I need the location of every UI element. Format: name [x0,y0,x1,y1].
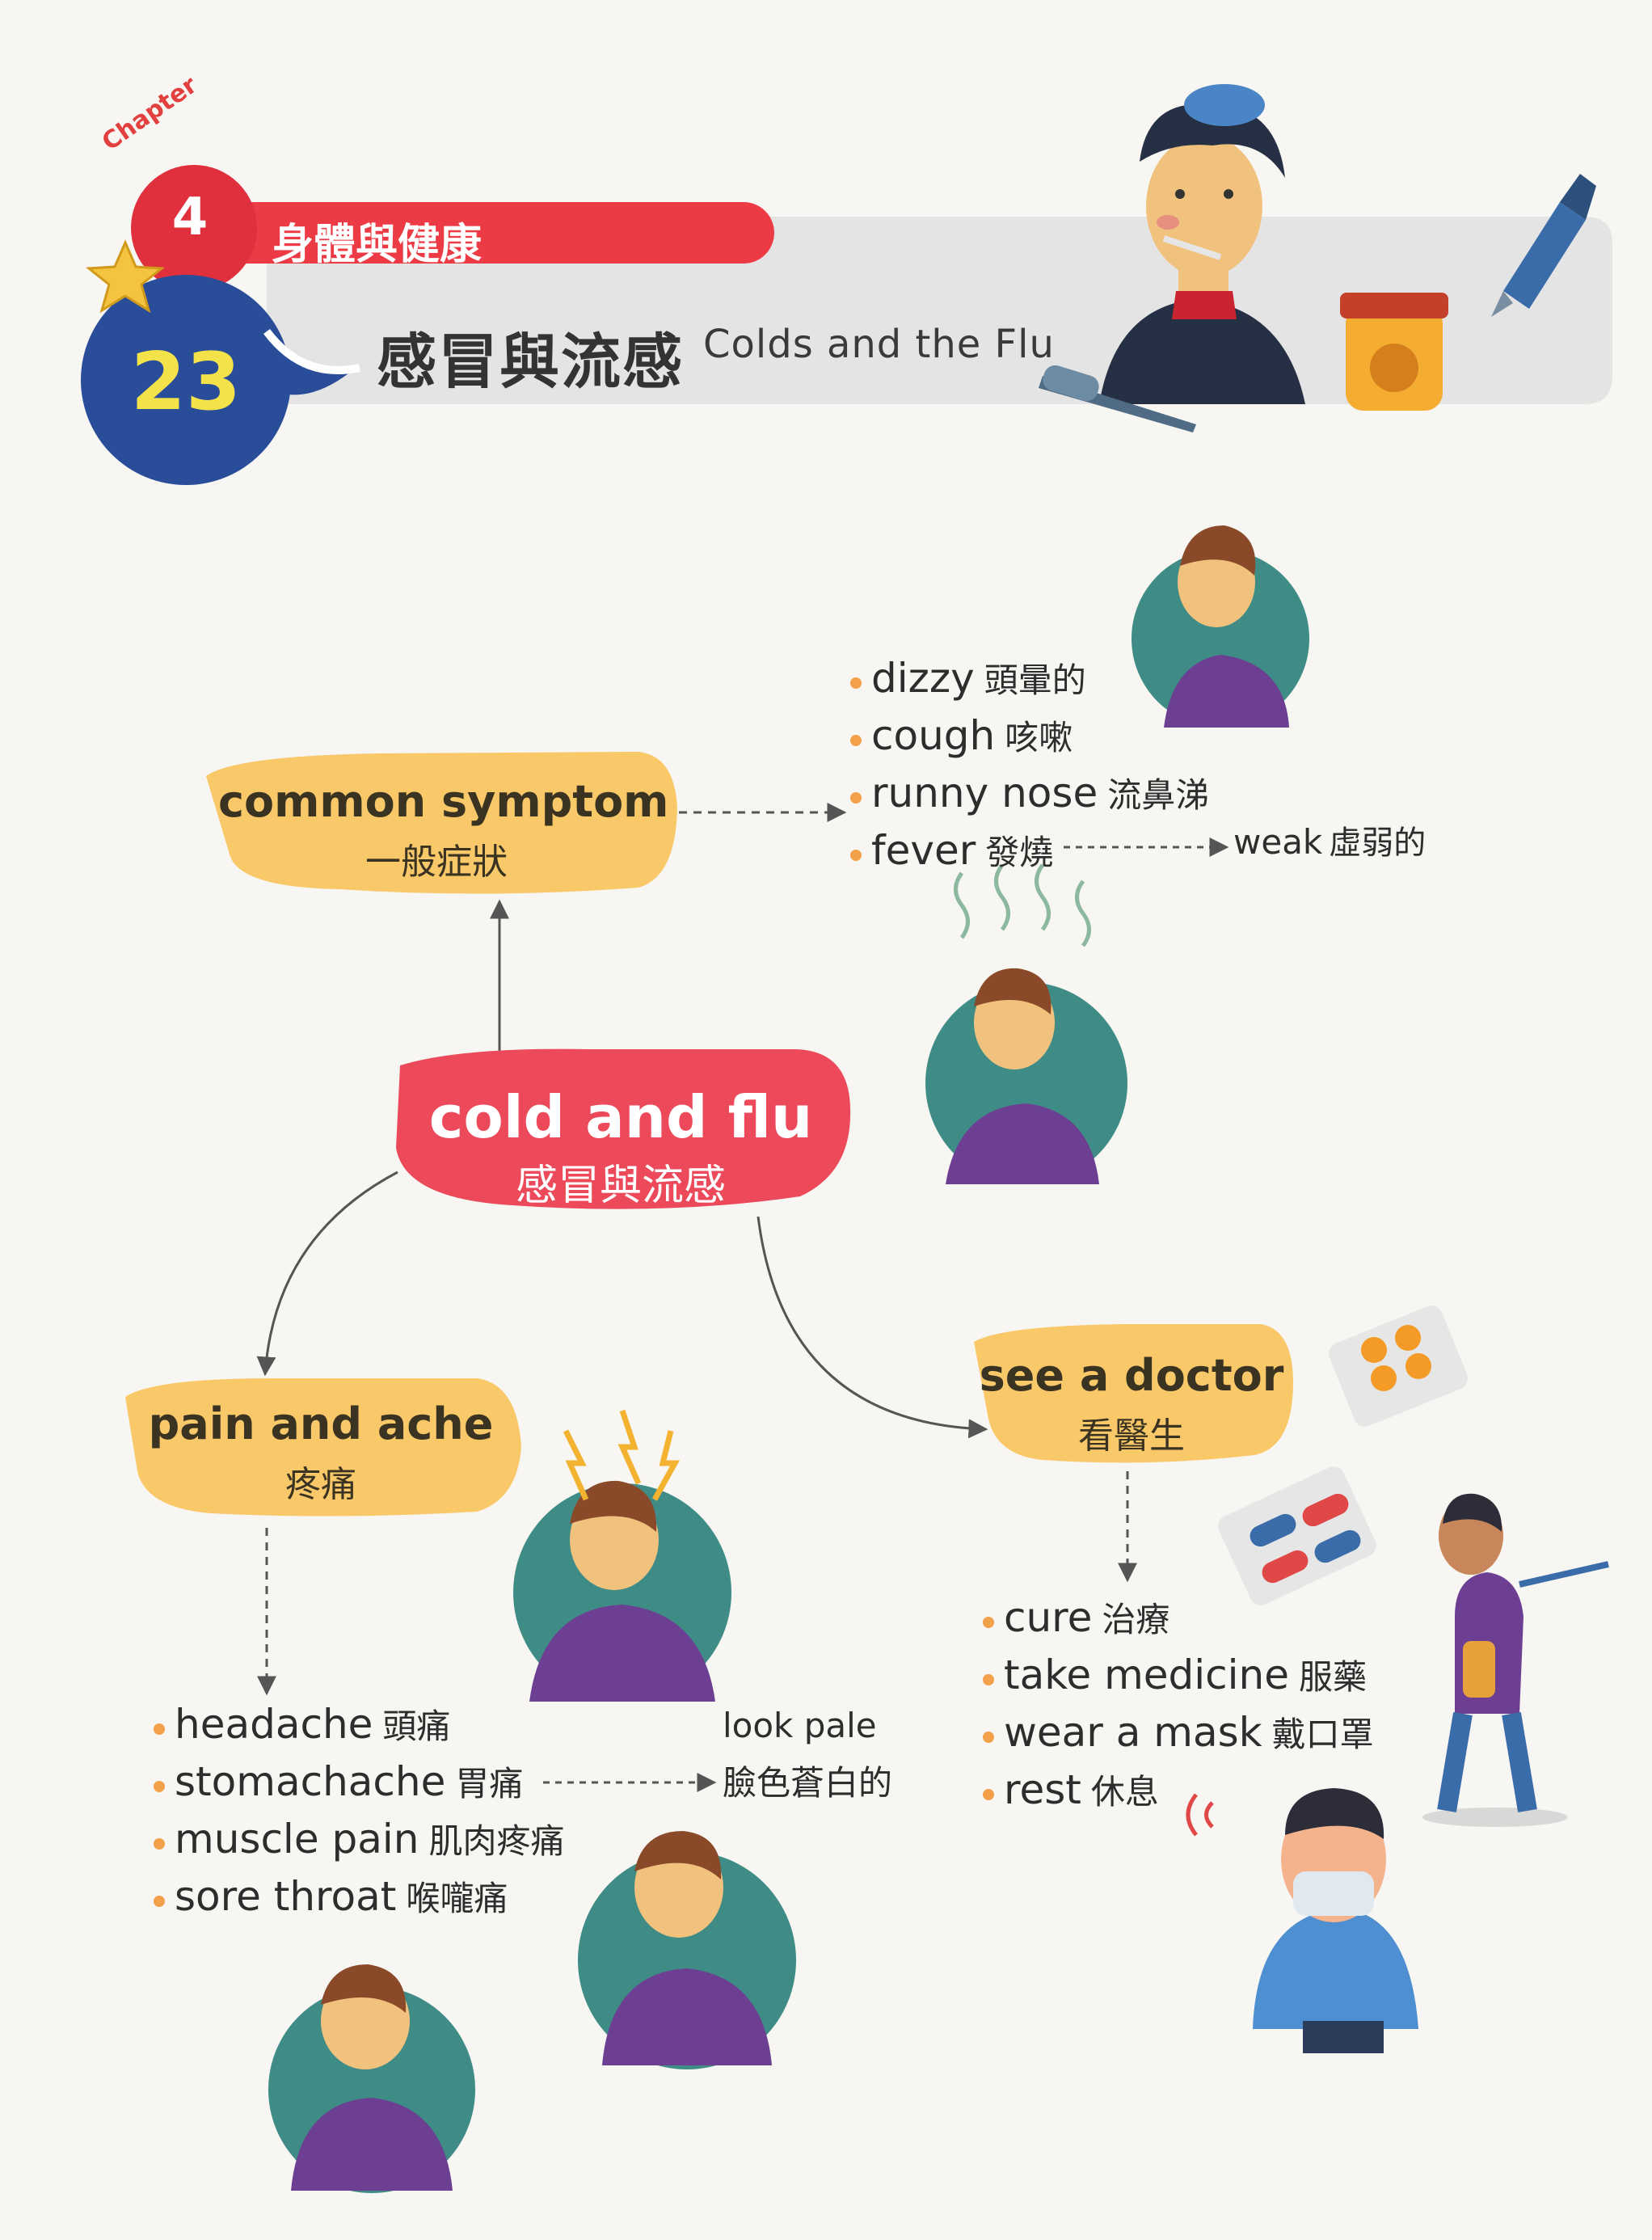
item-en: headache [175,1701,373,1748]
doctor-list: cure 治療 take medicine 服藥 wear a mask 戴口罩 re… [983,1592,1374,1822]
item-en: wear a mask [1004,1709,1262,1756]
list-item: headache 頭痛 [154,1699,564,1757]
sick-man-thermometer-illustration [1099,84,1305,404]
sore-throat-boy-illustration [268,1964,475,2193]
fever-result: weak 虛弱的 [1233,816,1426,863]
item-zh: 戴口罩 [1271,1715,1374,1754]
item-zh: 治療 [1102,1600,1170,1639]
item-en: take medicine [1004,1652,1290,1698]
center-node-label-en: cold and flu [428,1083,813,1151]
center-bubble [396,1048,851,1209]
item-en: cure [1004,1594,1093,1641]
list-item: runny nose 流鼻涕 [850,768,1209,825]
item-zh: 服藥 [1299,1657,1368,1697]
item-en: cough [871,712,996,759]
feverish-boy-illustration [925,863,1127,1184]
see-a-doctor-label-en: see a doctor [979,1350,1284,1401]
item-zh: 頭暈的 [984,660,1086,700]
coughing-boy-illustration [1132,525,1309,728]
see-a-doctor-label-zh: 看醫生 [1078,1415,1185,1457]
list-item: fever 發燒 [850,825,1209,883]
lesson-title-zh: 感冒與流感 [377,327,684,397]
list-item: dizzy 頭暈的 [850,653,1209,711]
list-item: rest 休息 [983,1765,1374,1822]
item-zh: 胃痛 [455,1764,524,1803]
man-with-mask-illustration [1186,1788,1418,2053]
item-en: rest [1004,1766,1081,1813]
chapter-title: 身體與健康 [272,221,483,269]
item-zh: 發燒 [985,833,1054,872]
item-en: sore throat [175,1873,397,1920]
headache-boy-illustration [513,1409,731,1702]
item-en: stomachache [175,1758,446,1805]
common-symptom-bubble [206,752,677,894]
boy-taking-medicine-illustration [1422,1493,1609,1827]
pill-blister-pack-icon [1329,1306,1468,1427]
item-zh: 流鼻涕 [1107,775,1210,815]
list-item: cure 治療 [983,1592,1374,1650]
eye-drop-icon [1491,174,1596,317]
lesson-title-en: Colds and the Flu [703,322,1055,367]
chapter-number: 4 [171,188,209,247]
lesson-number: 23 [130,336,242,428]
list-item: take medicine 服藥 [983,1650,1374,1707]
common-symptom-label-en: common symptom [218,776,669,827]
see-a-doctor-bubble [974,1324,1293,1463]
item-en: runny nose [871,770,1098,816]
mind-map-connectors [256,803,1229,1792]
symptom-list: dizzy 頭暈的 cough 咳嗽 runny nose 流鼻涕 fever 發燒 [850,653,1209,883]
result-en: weak [1233,822,1323,862]
pain-and-ache-label-zh: 疼痛 [285,1464,356,1505]
item-en: dizzy [871,655,975,702]
result-zh: 虛弱的 [1329,825,1427,862]
stomachache-result-en: look pale [723,1706,877,1745]
list-item: stomachache 胃痛 [154,1757,564,1814]
muscle-pain-boy-illustration [578,1831,796,2069]
common-symptom-label-zh: 一般症狀 [365,842,508,883]
thermometer-icon [1039,365,1196,432]
item-zh: 喉嚨痛 [406,1879,508,1918]
star-icon [86,239,165,314]
capsule-blister-pack-icon [1218,1466,1376,1605]
stomachache-result-zh: 臉色蒼白的 [723,1763,893,1803]
item-zh: 咳嗽 [1005,718,1073,757]
pain-and-ache-label-en: pain and ache [148,1398,494,1449]
honey-jar-icon [1340,293,1448,411]
center-node-label-zh: 感冒與流感 [515,1162,726,1210]
list-item: muscle pain 肌肉疼痛 [154,1814,564,1871]
item-en: fever [871,827,976,874]
list-item: cough 咳嗽 [850,711,1209,768]
list-item: sore throat 喉嚨痛 [154,1871,564,1929]
item-en: muscle pain [175,1816,419,1862]
pain-and-ache-bubble [125,1378,521,1517]
list-item: wear a mask 戴口罩 [983,1707,1374,1765]
item-zh: 頭痛 [382,1706,451,1746]
pain-list: headache 頭痛 stomachache 胃痛 muscle pain 肌肉疼痛… [154,1699,564,1929]
item-zh: 肌肉疼痛 [428,1821,565,1861]
header-banner [81,165,1612,485]
item-zh: 休息 [1090,1772,1159,1812]
